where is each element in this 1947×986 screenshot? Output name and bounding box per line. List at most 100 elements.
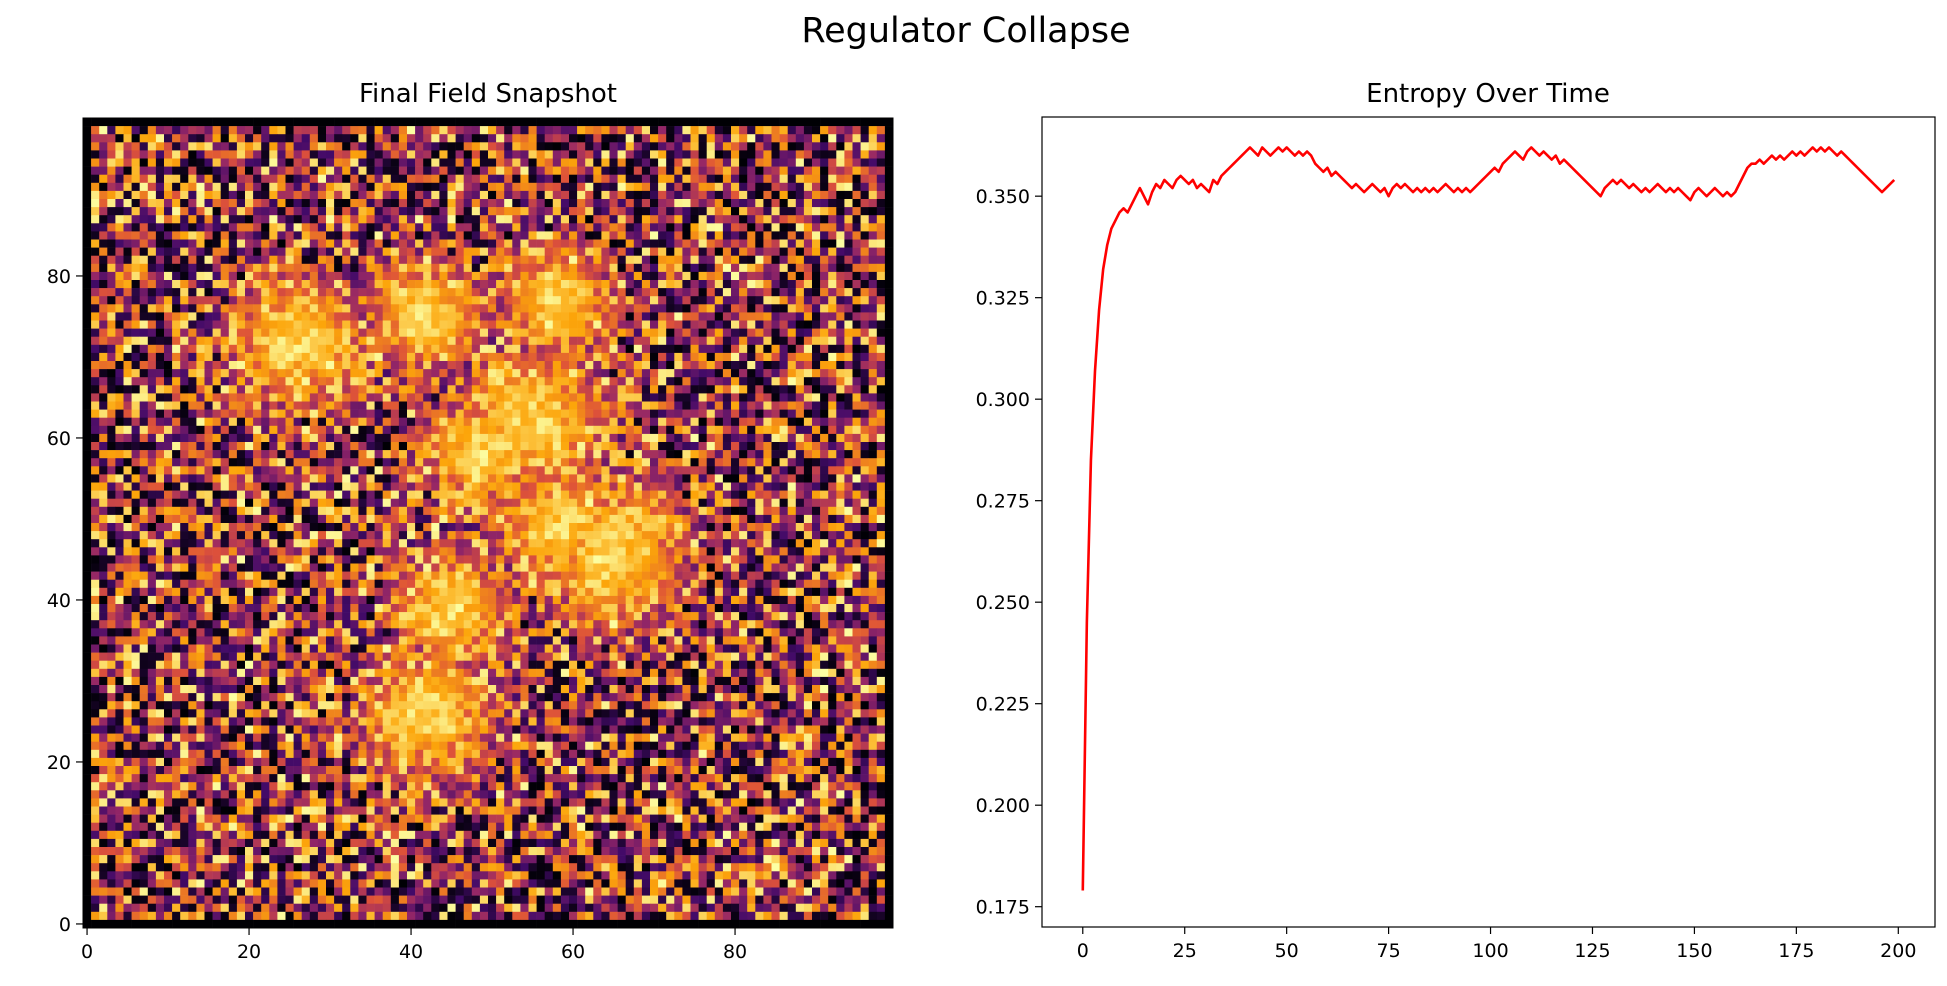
heatmap-cell [358,280,367,289]
heatmap-cell [641,433,651,443]
heatmap-cell [423,142,432,151]
heatmap-cell [552,377,562,386]
heatmap-cell [99,352,108,362]
heatmap-cell [382,134,392,143]
heatmap-cell [358,442,367,451]
heatmap-cell [504,118,513,127]
heatmap-cell [155,231,165,240]
heatmap-cell [731,288,740,297]
heatmap-cell [658,118,667,127]
heatmap-cell [488,271,497,281]
heatmap-cell [220,442,230,451]
heatmap-cell [155,352,165,362]
heatmap-cell [803,231,813,240]
heatmap-cell [690,409,699,418]
heatmap-cell [366,182,375,192]
heatmap-cell [204,401,213,410]
heatmap-cell [690,271,699,281]
heatmap-cell [277,271,286,281]
heatmap-cell [261,263,270,273]
heatmap-cell [755,433,764,443]
heatmap-cell [633,190,643,200]
heatmap-cell [504,247,513,256]
heatmap-cell [463,304,473,313]
heatmap-cell [350,320,359,329]
heatmap-cell [795,215,805,224]
heatmap-cell [763,312,772,321]
heatmap-cell [609,231,618,240]
heatmap-cell [852,150,861,159]
heatmap-cell [366,255,375,265]
heatmap-cell [755,215,764,224]
heatmap-cell [350,255,359,265]
heatmap-cell [528,385,537,394]
heatmap-cell [812,490,821,499]
heatmap-cell [115,425,124,435]
heatmap-cell [123,514,132,524]
heatmap-cell [228,344,238,354]
heatmap-cell [755,458,764,467]
heatmap-cell [868,296,878,305]
heatmap-cell [415,247,424,256]
heatmap-cell [139,142,149,151]
heatmap-cell [795,134,805,143]
heatmap-cell [180,385,189,394]
heatmap-cell [876,150,886,159]
heatmap-cell [812,288,821,297]
heatmap-cell [253,182,262,192]
heatmap-cell [415,263,424,273]
heatmap-cell [107,409,116,418]
heatmap-cell [844,174,853,184]
heatmap-cell [245,174,254,184]
heatmap-cell [820,458,829,467]
heatmap-cell [155,166,165,175]
heatmap-cell [366,158,375,167]
heatmap-cell [91,134,100,143]
heatmap-cell [706,328,716,337]
heatmap-cell [358,190,367,200]
heatmap-cell [552,288,562,297]
heatmap-cell [285,498,294,508]
heatmap-cell [666,361,675,370]
heatmap-cell [755,498,764,508]
heatmap-cell [536,150,545,159]
heatmap-cell [123,280,132,289]
heatmap-cell [714,215,724,224]
heatmap-cell [585,134,594,143]
heatmap-cell [479,255,489,265]
heatmap-cell [463,271,473,281]
heatmap-cell [301,296,311,305]
heatmap-cell [868,344,878,354]
heatmap-cell [471,369,481,378]
heatmap-cell [293,474,302,483]
heatmap-cell [317,409,327,418]
heatmap-cell [107,239,116,248]
heatmap-cell [83,377,92,386]
heatmap-cell [317,393,327,402]
heatmap-cell [212,247,221,256]
heatmap-cell [585,393,594,402]
heatmap-cell [253,425,262,435]
heatmap-cell [228,474,238,483]
heatmap-cell [188,336,197,346]
heatmap-cell [99,474,108,483]
heatmap-cell [633,239,643,248]
heatmap-cell [374,174,383,184]
heatmap-cell [779,199,788,208]
heatmap-cell [795,174,805,184]
heatmap-cell [836,150,845,159]
heatmap-cell [309,142,319,151]
heatmap-cell [301,474,311,483]
heatmap-cell [641,417,651,427]
heatmap-cell [390,352,400,362]
heatmap-cell [601,417,610,427]
heatmap-cell [650,288,659,297]
heatmap-cell [131,207,140,216]
heatmap-cell [787,296,797,305]
heatmap-cell [771,231,780,240]
heatmap-cell [236,190,246,200]
heatmap-cell [358,134,367,143]
heatmap-cell [633,328,643,337]
heatmap-cell [155,328,165,337]
heatmap-cell [528,166,537,175]
